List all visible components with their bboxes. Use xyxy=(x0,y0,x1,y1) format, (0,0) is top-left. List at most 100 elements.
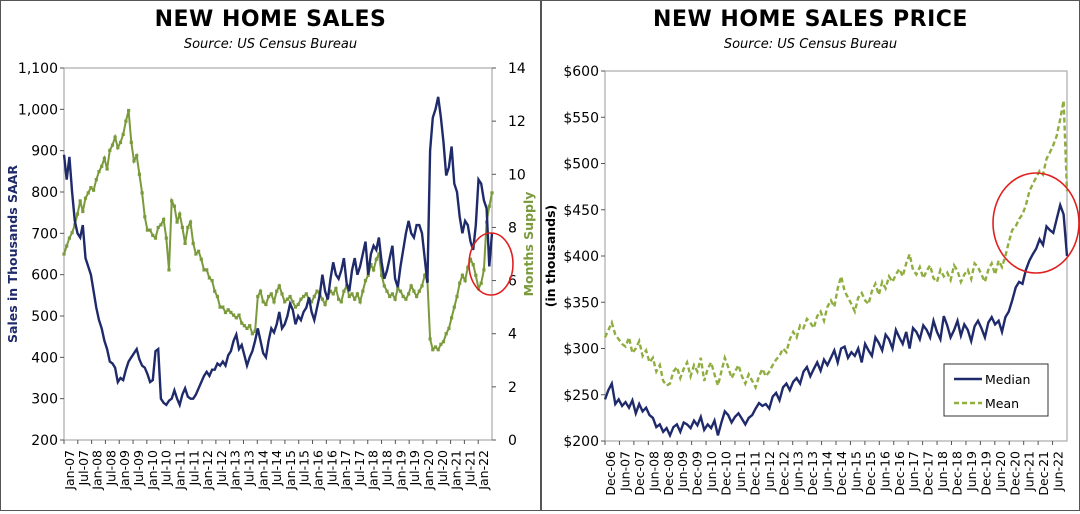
chart-title: NEW HOME SALES xyxy=(154,7,387,32)
x-tick-label: Jan-17 xyxy=(338,450,353,491)
supply-point xyxy=(366,273,370,277)
supply-point xyxy=(256,294,260,299)
x-tick-label: Dec-08 xyxy=(661,451,676,496)
y-axis-title: Sales in Thousands SAAR xyxy=(5,165,20,343)
supply-point xyxy=(404,297,408,301)
supply-point xyxy=(353,297,357,301)
x-tick-label: Jan-14 xyxy=(255,450,270,491)
supply-point xyxy=(431,348,435,352)
supply-point xyxy=(474,273,478,277)
supply-point xyxy=(401,294,405,299)
supply-point xyxy=(304,292,308,296)
y-tick-label: 1,100 xyxy=(18,61,58,77)
supply-point xyxy=(382,284,386,288)
supply-point xyxy=(170,199,174,203)
supply-point xyxy=(361,289,365,293)
supply-point xyxy=(132,159,136,163)
supply-point xyxy=(433,345,438,349)
x-tick-label: Jan-13 xyxy=(228,450,243,491)
y-tick-label: $600 xyxy=(563,64,599,80)
x-tick-label: Dec-07 xyxy=(632,451,647,496)
x-tick-label: Dec-09 xyxy=(690,451,705,496)
supply-point xyxy=(94,178,98,182)
supply-point xyxy=(153,236,158,240)
supply-point xyxy=(380,273,384,277)
supply-point xyxy=(358,300,362,304)
supply-point xyxy=(291,300,295,304)
x-tick-label: Jul-20 xyxy=(435,450,450,487)
supply-point xyxy=(323,302,327,307)
y2-tick-label: 6 xyxy=(508,274,517,290)
supply-point xyxy=(328,289,333,293)
x-tick-label: Jun-10 xyxy=(704,451,719,492)
series-line-mean xyxy=(603,100,1069,391)
highlight-circle xyxy=(992,172,1080,274)
x-tick-label: Dec-14 xyxy=(834,451,849,496)
x-tick-label: Jul-17 xyxy=(352,450,367,487)
x-tick-label: Dec-10 xyxy=(719,451,734,496)
supply-point xyxy=(267,294,271,299)
supply-point xyxy=(172,204,176,208)
supply-point xyxy=(412,289,416,293)
supply-point xyxy=(261,300,265,304)
supply-point xyxy=(140,191,144,195)
y-tick-label: 600 xyxy=(31,268,58,284)
supply-point xyxy=(135,154,139,158)
supply-point xyxy=(167,268,171,272)
supply-point xyxy=(75,212,80,216)
supply-point xyxy=(334,286,338,291)
y-tick-label: 300 xyxy=(31,392,58,408)
supply-point xyxy=(339,300,343,304)
supply-point xyxy=(423,273,427,277)
y-tick-label: $350 xyxy=(563,295,599,311)
supply-point xyxy=(83,196,88,200)
chart-title: NEW HOME SALES PRICE xyxy=(653,7,968,32)
supply-point xyxy=(188,220,193,224)
supply-point xyxy=(226,308,230,312)
x-tick-label: Jun-13 xyxy=(791,451,806,492)
supply-point xyxy=(250,332,254,336)
supply-point xyxy=(463,279,467,283)
x-tick-label: Dec-13 xyxy=(805,451,820,496)
legend-box xyxy=(943,363,1049,417)
x-tick-label: Jul-08 xyxy=(103,450,118,487)
supply-point xyxy=(213,289,217,293)
supply-point xyxy=(439,342,443,346)
supply-point xyxy=(81,209,85,214)
series-line-median xyxy=(603,201,1069,439)
supply-point xyxy=(137,172,141,176)
supply-point xyxy=(148,228,152,232)
supply-point xyxy=(452,305,456,309)
x-tick-label: Dec-12 xyxy=(776,451,791,496)
y-tick-label: $300 xyxy=(563,342,599,358)
x-tick-label: Jun-18 xyxy=(935,451,950,492)
supply-point xyxy=(143,215,147,219)
chart-subtitle: Source: US Census Bureau xyxy=(723,37,898,52)
x-tick-label: Jul-19 xyxy=(407,450,422,487)
x-tick-label: Jun-09 xyxy=(675,451,690,492)
supply-point xyxy=(460,273,464,277)
supply-point xyxy=(363,279,368,283)
supply-point xyxy=(110,143,115,147)
x-tick-label: Jun-16 xyxy=(877,451,892,492)
supply-point xyxy=(372,268,376,272)
chart-panel-new-home-sales: NEW HOME SALES Source: US Census Bureau … xyxy=(0,0,541,511)
supply-point xyxy=(221,305,225,309)
y2-axis-title: Months Supply xyxy=(521,192,536,297)
x-tick-label: Jun-17 xyxy=(906,451,921,492)
supply-point xyxy=(272,300,276,304)
supply-point xyxy=(407,292,411,296)
supply-point xyxy=(471,263,475,267)
supply-point xyxy=(393,297,397,301)
x-tick-label: Jan-19 xyxy=(393,450,408,491)
x-tick-label: Jul-16 xyxy=(324,450,339,487)
supply-point xyxy=(210,279,214,283)
supply-point xyxy=(248,324,252,328)
supply-point xyxy=(315,289,319,293)
supply-point xyxy=(487,204,491,208)
y-tick-label: 700 xyxy=(31,226,58,242)
supply-point xyxy=(447,326,451,330)
supply-point xyxy=(277,284,281,288)
supply-point xyxy=(240,321,244,325)
supply-point xyxy=(320,297,324,301)
